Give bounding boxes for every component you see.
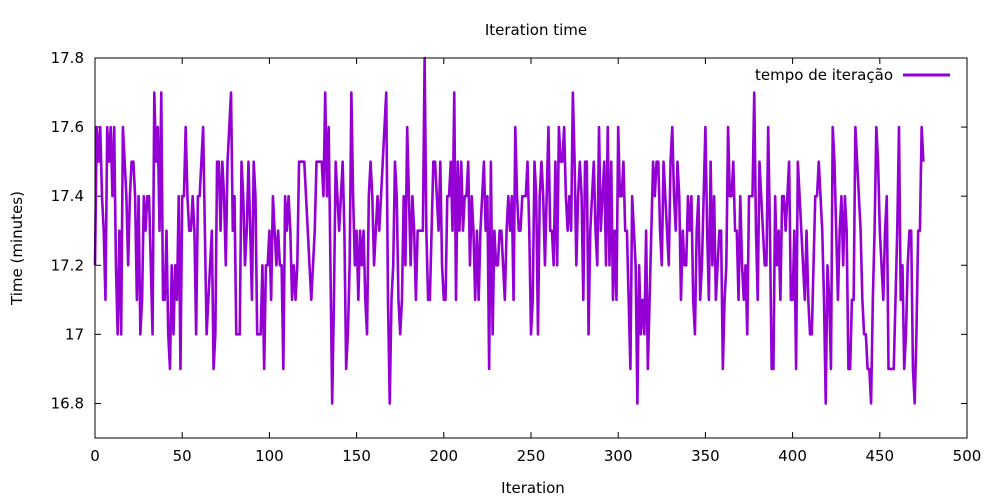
- series-layer: [93, 56, 925, 405]
- x-tick-label: 100: [255, 447, 284, 465]
- legend: tempo de iteração: [755, 66, 950, 84]
- x-axis-label: Iteration: [501, 479, 565, 497]
- x-tick-label: 150: [342, 447, 371, 465]
- axis-ticks: [94, 57, 968, 438]
- x-tick-label: 400: [778, 447, 807, 465]
- series-line: [93, 56, 925, 405]
- tick-labels: 0 50 100 150 200 250 300 350 400 450 500 16.8 17 17.2…: [51, 49, 982, 465]
- y-tick-label: 17.6: [51, 118, 84, 136]
- y-tick-label: 17.8: [51, 49, 84, 67]
- y-axis-label: Time (minutes): [8, 191, 26, 306]
- y-tick-label: 16.8: [51, 394, 84, 412]
- x-tick-label: 350: [691, 447, 720, 465]
- legend-label: tempo de iteração: [755, 66, 893, 84]
- x-tick-label: 300: [604, 447, 633, 465]
- y-tick-label: 17.2: [51, 256, 84, 274]
- y-tick-label: 17: [65, 325, 84, 343]
- x-tick-label: 50: [173, 447, 192, 465]
- chart-title: Iteration time: [485, 21, 587, 39]
- plot-frame: [94, 57, 968, 439]
- x-tick-label: 200: [429, 447, 458, 465]
- y-tick-label: 17.4: [51, 187, 84, 205]
- x-tick-label: 250: [517, 447, 546, 465]
- x-tick-label: 500: [953, 447, 982, 465]
- x-tick-label: 450: [865, 447, 894, 465]
- x-tick-label: 0: [90, 447, 100, 465]
